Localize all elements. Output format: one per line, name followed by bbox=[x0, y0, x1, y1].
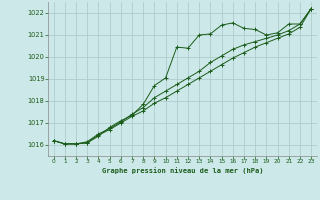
X-axis label: Graphe pression niveau de la mer (hPa): Graphe pression niveau de la mer (hPa) bbox=[102, 167, 263, 174]
